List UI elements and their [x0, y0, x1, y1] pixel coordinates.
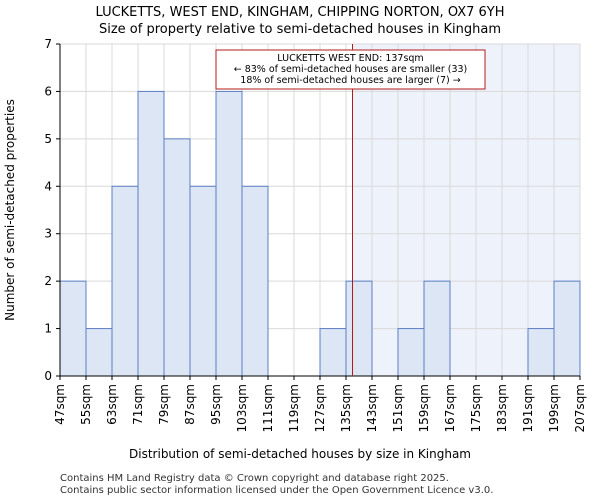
bar: [319, 328, 347, 377]
bar: [85, 328, 113, 377]
x-tick-label: 159sqm: [417, 384, 431, 432]
footer-line-2: Contains public sector information licen…: [60, 485, 493, 496]
bar: [345, 280, 373, 377]
bar: [423, 280, 451, 377]
annotation-box: [215, 49, 486, 90]
y-tick-label: 2: [44, 274, 52, 288]
chart-title: LUCKETTS, WEST END, KINGHAM, CHIPPING NO…: [95, 5, 504, 20]
x-tick-label: 55sqm: [79, 384, 93, 425]
y-axis-label: Number of semi-detached properties: [3, 99, 17, 321]
x-tick-label: 71sqm: [131, 384, 145, 425]
x-axis-label: Distribution of semi-detached houses by …: [129, 447, 471, 461]
x-tick-label: 127sqm: [313, 384, 327, 432]
y-tick-label: 1: [44, 322, 52, 336]
highlight-region: [352, 44, 580, 376]
bar: [59, 280, 87, 377]
x-tick-label: 191sqm: [521, 384, 535, 432]
y-tick-label: 6: [44, 84, 52, 98]
y-tick-label: 7: [44, 37, 52, 51]
x-tick-label: 87sqm: [183, 384, 197, 425]
y-tick-label: 5: [44, 132, 52, 146]
x-tick-label: 79sqm: [157, 384, 171, 425]
x-tick-label: 95sqm: [209, 384, 223, 425]
x-tick-label: 47sqm: [53, 384, 67, 425]
y-tick-label: 4: [44, 179, 52, 193]
bar: [553, 280, 581, 377]
x-tick-label: 167sqm: [443, 384, 457, 432]
x-tick-label: 175sqm: [469, 384, 483, 432]
x-tick-label: 111sqm: [261, 384, 275, 432]
footer-line-1: Contains HM Land Registry data © Crown c…: [60, 473, 449, 484]
y-tick-label: 3: [44, 227, 52, 241]
bar: [111, 185, 139, 377]
x-tick-label: 135sqm: [339, 384, 353, 432]
x-tick-label: 199sqm: [547, 384, 561, 432]
x-tick-label: 207sqm: [573, 384, 587, 432]
bar: [163, 138, 191, 377]
bar: [189, 185, 217, 377]
bar: [241, 185, 269, 377]
x-tick-label: 183sqm: [495, 384, 509, 432]
bar: [137, 90, 165, 377]
x-tick-label: 63sqm: [105, 384, 119, 425]
x-tick-label: 103sqm: [235, 384, 249, 432]
y-tick-label: 0: [44, 369, 52, 383]
plot-area: 0 1 2 3 4 5 6 7 47sqm 55sqm 63sqm 71sqm 79sqm 87sqm 95…: [44, 37, 587, 432]
annotation-title: LUCKETTS WEST END: 137sqm: [277, 53, 423, 64]
chart-subtitle: Size of property relative to semi-detach…: [99, 22, 501, 37]
x-tick-label: 143sqm: [365, 384, 379, 432]
annotation-larger: 18% of semi-detached houses are larger (…: [240, 75, 460, 86]
bar: [397, 328, 425, 377]
x-tick-label: 151sqm: [391, 384, 405, 432]
annotation-smaller: ← 83% of semi-detached houses are smalle…: [234, 64, 468, 75]
bar: [527, 328, 555, 377]
x-tick-label: 119sqm: [287, 384, 301, 432]
bar: [215, 90, 243, 377]
